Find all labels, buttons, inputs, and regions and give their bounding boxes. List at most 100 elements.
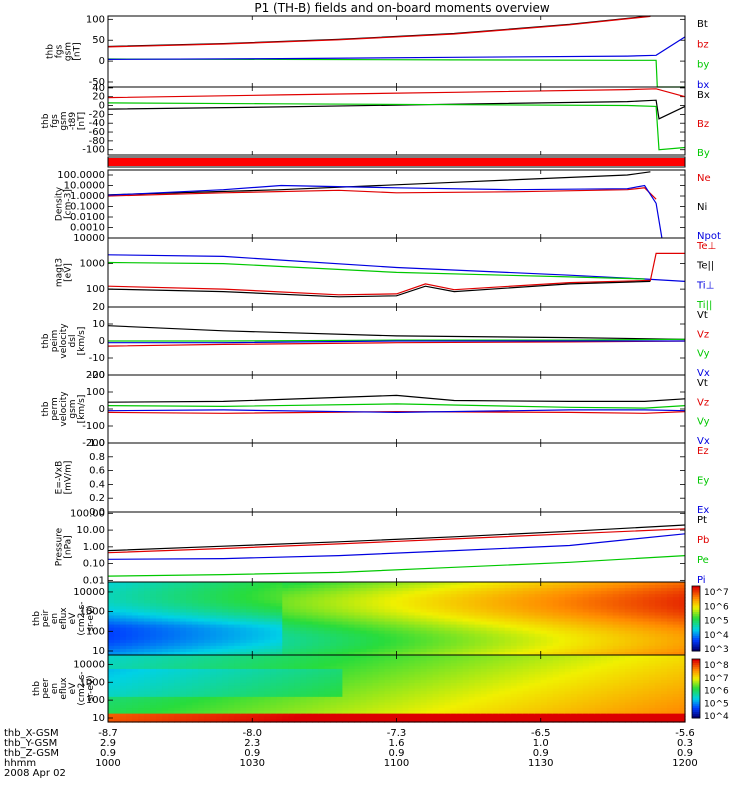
separator-bar [108,158,685,166]
series-line-Vy [108,404,685,408]
y-tick-label: 100 [86,626,105,637]
legend-label: Ni [697,202,707,213]
y-tick-label: 10.0000 [64,181,105,192]
y-tick-label: 1000 [80,607,105,618]
legend-label: Pb [697,535,709,546]
legend-label: Vz [697,329,709,340]
colorbar-label: 10^3 [704,645,729,655]
panel-frame [108,375,685,443]
legend-label: Pt [697,515,707,526]
colorbar-label: 10^5 [704,617,729,627]
y-tick-label: 0.1000 [70,202,105,213]
legend-label: Vt [697,310,708,321]
panel-frame [108,16,685,87]
legend-label: Pi [697,575,706,586]
colorbar-label: 10^6 [704,602,729,612]
legend-label: Te⊥ [696,241,716,252]
y-tick-label: 10.00 [76,525,105,536]
y-tick-label: 0.0100 [70,212,105,223]
y-tick-label: 50 [92,35,105,46]
y-tick-label: 0.01 [83,575,105,586]
series-line-Vt [108,395,685,402]
colorbar-label: 10^4 [704,631,729,641]
series-line-by [108,59,685,87]
legend-label: Pe [697,555,709,566]
series-line-Pt [108,525,685,551]
legend-label: Vz [697,397,709,408]
legend-label: Vy [697,349,710,360]
figure-title: P1 (TH-B) fields and on-board moments ov… [254,1,550,15]
y-tick-label: 1000 [80,259,105,270]
y-tick-label: 0.6 [89,466,105,477]
y-tick-label: 0.0010 [70,223,105,234]
panel-frame [108,87,685,155]
series-line-Te⊥ [108,253,685,294]
y-tick-label: 0.4 [89,479,105,490]
y-tick-label: 0 [99,404,105,415]
legend-label: Bt [697,19,708,30]
legend-label: bz [697,39,709,50]
ylabel-line: [eV] [64,263,74,282]
y-tick-label: 1.0 [89,438,105,449]
y-tick-label: 100.00 [70,508,105,519]
y-tick-label: 0 [99,56,105,67]
legend-label: by [697,60,709,71]
panel-8: Pressure[nPa]100.0010.001.000.100.01PtPb… [55,508,710,586]
y-tick-label: 10 [92,646,105,657]
y-tick-label: 100 [86,387,105,398]
legend-label: Vt [697,378,708,389]
series-line-Vz [108,341,685,346]
y-tick-label: 20 [92,302,105,313]
legend-label: Ne [697,173,711,184]
y-tick-label: 100 [86,14,105,25]
ylabel-line: [km/s] [77,327,87,356]
colorbar-label: 10^7 [704,588,729,598]
series-line-bx [108,37,685,60]
series-line-Pi [108,534,685,560]
y-tick-label: 0.10 [83,559,105,570]
y-tick-label: -10 [89,353,105,364]
legend-label: Te|| [696,261,714,272]
y-tick-label: -100 [82,145,105,156]
y-tick-label: 10000 [73,233,105,244]
y-tick-label: 0.8 [89,452,105,463]
ylabel-line: [km/s] [77,395,87,424]
ylabel-line: [nT] [77,112,87,130]
y-tick-label: 0 [99,336,105,347]
ylabel-line: [mV/m] [64,461,74,495]
ylabel-line: [nT] [73,42,83,60]
legend-label: Ez [697,446,709,457]
series-line-Bt [108,16,650,47]
ylabel-line: [nPa] [64,535,74,558]
panel-frame [108,170,685,238]
y-tick-label: 0.2 [89,493,105,504]
y-tick-label: 10 [92,319,105,330]
y-tick-label: 100.0000 [57,170,105,181]
series-line-By [108,103,685,150]
y-tick-label: 1.00 [83,542,105,553]
y-tick-label: 10000 [73,587,105,598]
y-tick-label: -100 [82,421,105,432]
series-line-Vt [108,326,685,340]
y-tick-label: 100 [86,284,105,295]
y-tick-label: 200 [86,370,105,381]
panel-3: Density[cm-3]100.000010.00001.00000.1000… [55,170,721,242]
series-line-bz [108,16,650,47]
legend-label: Bx [697,90,710,101]
legend-label: Ti⊥ [696,280,714,291]
legend-label: Vy [697,417,710,428]
legend-label: By [697,148,710,159]
panel-frame [108,443,685,512]
legend-label: Bz [697,119,709,130]
series-line-Ti|| [108,263,645,280]
